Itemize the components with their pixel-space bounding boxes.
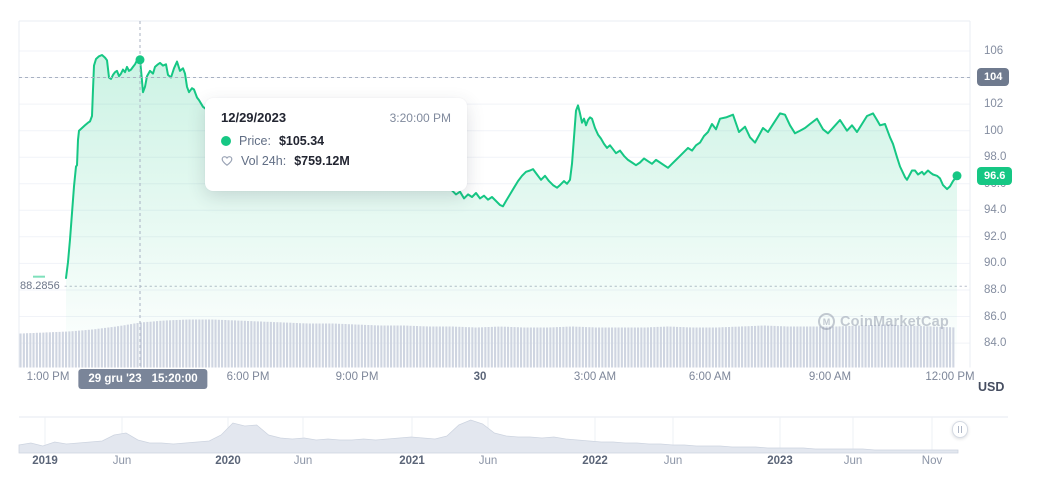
nav-axis-tick: Nov	[921, 455, 943, 467]
tooltip-price-label: Price:	[239, 134, 271, 148]
tooltip-volume-label: Vol 24h:	[241, 154, 287, 168]
x-axis-tick: 3:00 AM	[573, 371, 617, 383]
x-axis-tick: 9:00 PM	[335, 371, 379, 383]
tooltip-date: 12/29/2023	[221, 110, 287, 125]
crosshair-price-badge: 104	[977, 68, 1010, 86]
nav-axis-tick: Jun	[843, 455, 863, 467]
price-area	[66, 55, 957, 368]
crosshair-time: 15:20:00	[151, 373, 198, 385]
last-price-badge: 96.6	[977, 167, 1013, 185]
reference-price-label: 88.2856	[20, 280, 60, 292]
crosshair-point	[135, 55, 145, 65]
y-axis-tick: 102	[984, 98, 1004, 111]
y-axis-tick: 106	[984, 45, 1004, 57]
x-axis-tick: 1:00 PM	[26, 371, 70, 383]
nav-axis-tick: 2020	[215, 455, 241, 467]
last-price-dot	[952, 171, 962, 181]
nav-axis-tick: 2023	[767, 455, 793, 467]
heart-icon	[221, 156, 233, 166]
price-series-dot-icon	[221, 136, 231, 146]
y-axis-tick: 86.0	[984, 310, 1007, 323]
volume-bars	[19, 319, 955, 368]
crosshair-date: 29 gru '23	[88, 373, 142, 385]
tooltip-price-value: $105.34	[278, 134, 325, 148]
x-axis-tick: 30	[473, 371, 487, 383]
chart-tooltip: 12/29/2023 3:20:00 PM Price: $105.34 Vol…	[205, 98, 467, 191]
y-axis-tick: 94.0	[984, 204, 1007, 217]
drag-handle-icon	[958, 426, 959, 433]
y-axis-tick: 90.0	[984, 257, 1007, 270]
y-axis-tick: 84.0	[984, 337, 1007, 350]
nav-axis-tick: Jun	[112, 455, 132, 467]
x-axis-tick: 6:00 AM	[688, 371, 732, 383]
navigator-area[interactable]	[18, 419, 959, 454]
crosshair-time-badge: 29 gru '23 15:20:00	[78, 369, 208, 389]
x-axis-tick: 12:00 PM	[925, 371, 975, 383]
nav-axis-tick: Jun	[293, 455, 313, 467]
nav-axis-tick: 2021	[399, 455, 425, 467]
nav-axis-tick: 2022	[582, 455, 608, 467]
tooltip-volume-value: $759.12M	[294, 154, 350, 168]
nav-axis-tick: Jun	[663, 455, 683, 467]
tooltip-time: 3:20:00 PM	[389, 111, 451, 125]
drag-handle-icon	[961, 426, 962, 433]
y-axis-tick: 98.0	[984, 151, 1007, 164]
nav-axis-tick: 2019	[32, 455, 58, 467]
currency-unit-label: USD	[978, 380, 1005, 394]
nav-axis-tick: Jun	[478, 455, 498, 467]
y-axis-tick: 88.0	[984, 283, 1007, 296]
x-axis-tick: 6:00 PM	[226, 371, 270, 383]
y-axis-tick: 92.0	[984, 230, 1007, 243]
x-axis-tick: 9:00 AM	[808, 371, 852, 383]
y-axis-tick: 100	[984, 124, 1004, 137]
navigator-handle[interactable]	[952, 421, 968, 438]
